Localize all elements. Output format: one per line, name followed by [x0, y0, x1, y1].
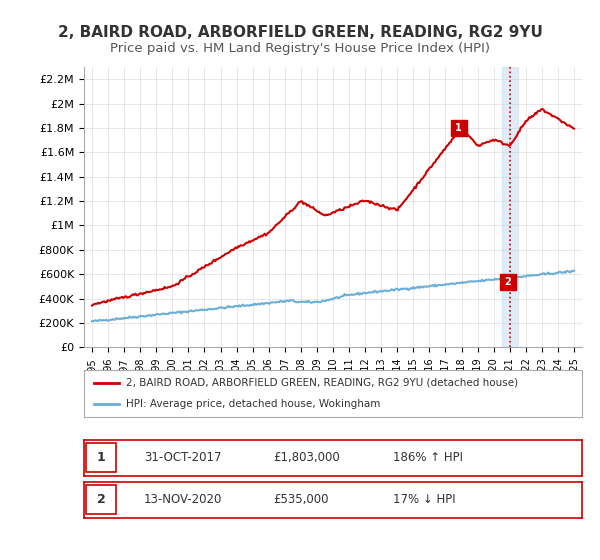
FancyBboxPatch shape — [86, 485, 116, 514]
Text: 1: 1 — [455, 123, 462, 133]
Text: 17% ↓ HPI: 17% ↓ HPI — [393, 493, 455, 506]
Text: 2, BAIRD ROAD, ARBORFIELD GREEN, READING, RG2 9YU (detached house): 2, BAIRD ROAD, ARBORFIELD GREEN, READING… — [127, 378, 518, 388]
Text: Price paid vs. HM Land Registry's House Price Index (HPI): Price paid vs. HM Land Registry's House … — [110, 42, 490, 55]
Text: £535,000: £535,000 — [273, 493, 329, 506]
FancyBboxPatch shape — [86, 444, 116, 473]
Text: £1,803,000: £1,803,000 — [273, 451, 340, 464]
Text: 2: 2 — [504, 277, 511, 287]
Text: 2, BAIRD ROAD, ARBORFIELD GREEN, READING, RG2 9YU: 2, BAIRD ROAD, ARBORFIELD GREEN, READING… — [58, 25, 542, 40]
Text: 2: 2 — [97, 493, 106, 506]
Text: 13-NOV-2020: 13-NOV-2020 — [144, 493, 222, 506]
Text: HPI: Average price, detached house, Wokingham: HPI: Average price, detached house, Woki… — [127, 399, 381, 409]
Text: 31-OCT-2017: 31-OCT-2017 — [144, 451, 221, 464]
Text: 1: 1 — [97, 451, 106, 464]
Text: 186% ↑ HPI: 186% ↑ HPI — [393, 451, 463, 464]
Bar — [502, 67, 518, 347]
